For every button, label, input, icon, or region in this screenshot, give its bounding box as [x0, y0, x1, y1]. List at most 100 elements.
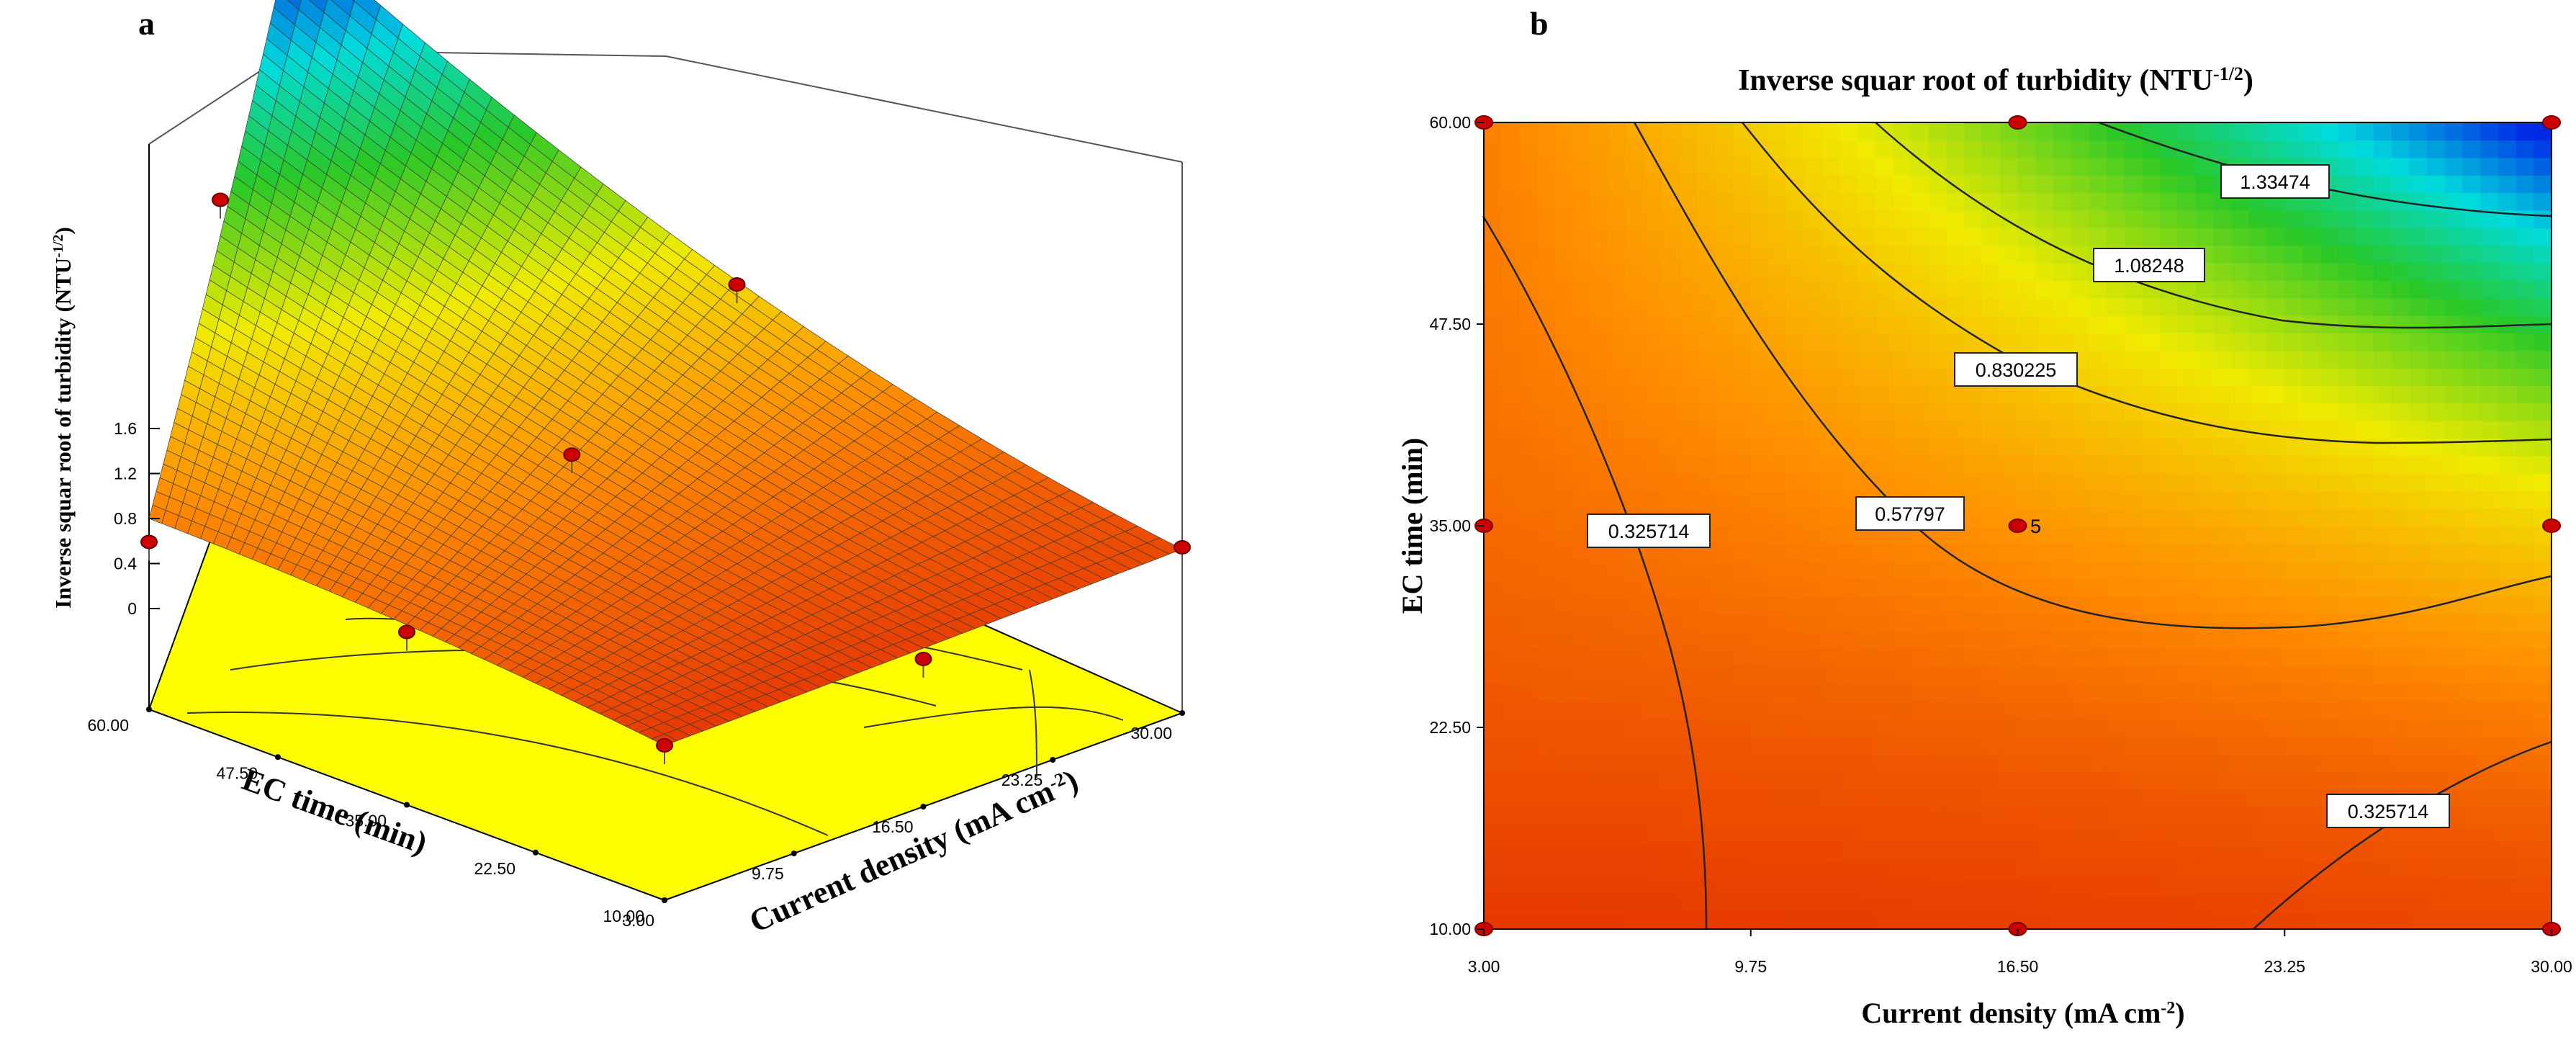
heatmap-cell — [2266, 736, 2286, 755]
heatmap-cell — [2071, 333, 2090, 351]
heatmap-cell — [1715, 648, 1734, 667]
heatmap-cell — [2177, 350, 2197, 369]
heatmap-cell — [2444, 911, 2464, 930]
heatmap-cell — [1982, 894, 2001, 912]
heatmap-cell — [2516, 472, 2535, 492]
heatmap-cell — [1839, 858, 1858, 877]
heatmap-cell — [1803, 823, 1823, 843]
heatmap-cell — [1501, 350, 1521, 369]
heatmap-cell — [1839, 210, 1858, 228]
heatmap-cell — [2373, 420, 2392, 439]
heatmap-cell — [1537, 490, 1556, 509]
heatmap-cell — [1839, 472, 1858, 492]
heatmap-cell — [1964, 665, 1983, 684]
heatmap-cell — [2053, 613, 2072, 632]
heatmap-cell — [2107, 665, 2125, 684]
current-density-tick — [791, 851, 797, 856]
heatmap-cell — [2356, 367, 2374, 387]
heatmap-cell — [2462, 858, 2481, 877]
heatmap-cell — [1662, 420, 1680, 439]
heatmap-cell — [2534, 771, 2552, 790]
heatmap-cell — [1626, 894, 1645, 912]
heatmap-cell — [2356, 385, 2374, 404]
heatmap-cell — [2480, 560, 2499, 579]
heatmap-cell — [1928, 157, 1947, 176]
design-point — [563, 447, 581, 462]
heatmap-cell — [2426, 683, 2446, 702]
heatmap-cell — [1964, 175, 1983, 194]
heatmap-cell — [1733, 718, 1752, 737]
heatmap-cell — [1519, 455, 1538, 474]
heatmap-cell — [2356, 157, 2374, 176]
heatmap-cell — [1590, 210, 1609, 228]
heatmap-cell — [2160, 648, 2179, 667]
heatmap-cell — [1946, 455, 1965, 474]
heatmap-cell — [2409, 911, 2428, 930]
heatmap-cell — [1590, 613, 1609, 632]
heatmap-cell — [2248, 297, 2268, 316]
heatmap-cell — [1911, 911, 1929, 930]
heatmap-cell — [2462, 665, 2481, 684]
heatmap-cell — [2213, 578, 2232, 597]
heatmap-cell — [2142, 823, 2161, 843]
heatmap-cell — [1501, 823, 1521, 843]
heatmap-cell — [1999, 736, 2019, 755]
heatmap-cell — [1911, 245, 1929, 264]
heatmap-cell — [2373, 648, 2392, 667]
heatmap-cell — [2498, 280, 2517, 299]
heatmap-cell — [2089, 543, 2107, 562]
heatmap-cell — [1537, 771, 1556, 790]
heatmap-cell — [1875, 894, 1894, 912]
heatmap-cell — [2338, 315, 2356, 333]
heatmap-cell — [1484, 245, 1503, 264]
heatmap-cell — [2338, 736, 2356, 755]
heatmap-cell — [2462, 420, 2481, 439]
heatmap-cell — [1572, 806, 1592, 825]
heatmap-cell — [2177, 789, 2197, 807]
heatmap-cell — [1537, 683, 1556, 702]
heatmap-cell — [1982, 911, 2001, 930]
heatmap-cell — [1733, 876, 1752, 895]
heatmap-cell — [1554, 455, 1574, 474]
heatmap-cell — [2017, 455, 2037, 474]
heatmap-cell — [1644, 683, 1662, 702]
heatmap-cell — [1803, 683, 1823, 702]
heatmap-cell — [2231, 438, 2250, 457]
heatmap-cell — [1875, 192, 1894, 211]
heatmap-cell — [2444, 771, 2464, 790]
heatmap-cell — [1964, 596, 1983, 614]
heatmap-cell — [1982, 508, 2001, 526]
heatmap-cell — [2071, 403, 2090, 421]
heatmap-cell — [1786, 613, 1805, 632]
heatmap-cell — [1697, 262, 1716, 281]
heatmap-cell — [2124, 596, 2143, 614]
heatmap-cell — [1928, 736, 1947, 755]
heatmap-cell — [2373, 753, 2392, 772]
heatmap-cell — [2391, 228, 2410, 246]
heatmap-cell — [1554, 140, 1574, 158]
heatmap-cell — [1982, 806, 2001, 825]
heatmap-cell — [1803, 789, 1823, 807]
heatmap-cell — [2124, 823, 2143, 843]
contour-line-0-57797 — [1633, 122, 2552, 629]
heatmap-cell — [1839, 718, 1858, 737]
heatmap-cell — [2444, 315, 2464, 333]
heatmap-cell — [1821, 578, 1841, 597]
heatmap-cell — [2035, 526, 2054, 544]
heatmap-cell — [1501, 490, 1521, 509]
heatmap-cell — [2534, 543, 2552, 562]
heatmap-cell — [1750, 560, 1770, 579]
heatmap-cell — [1768, 385, 1787, 404]
heatmap-cell — [1893, 157, 1911, 176]
heatmap-cell — [1928, 122, 1947, 141]
heatmap-cell — [2302, 297, 2321, 316]
heatmap-cell — [1733, 228, 1752, 246]
heatmap-cell — [2284, 771, 2303, 790]
heatmap-cell — [1484, 297, 1503, 316]
heatmap-cell — [1911, 438, 1929, 457]
heatmap-cell — [2480, 175, 2499, 194]
heatmap-cell — [2071, 648, 2090, 667]
heatmap-cell — [2213, 718, 2232, 737]
heatmap-cell — [2124, 736, 2143, 755]
heatmap-cell — [2142, 876, 2161, 895]
